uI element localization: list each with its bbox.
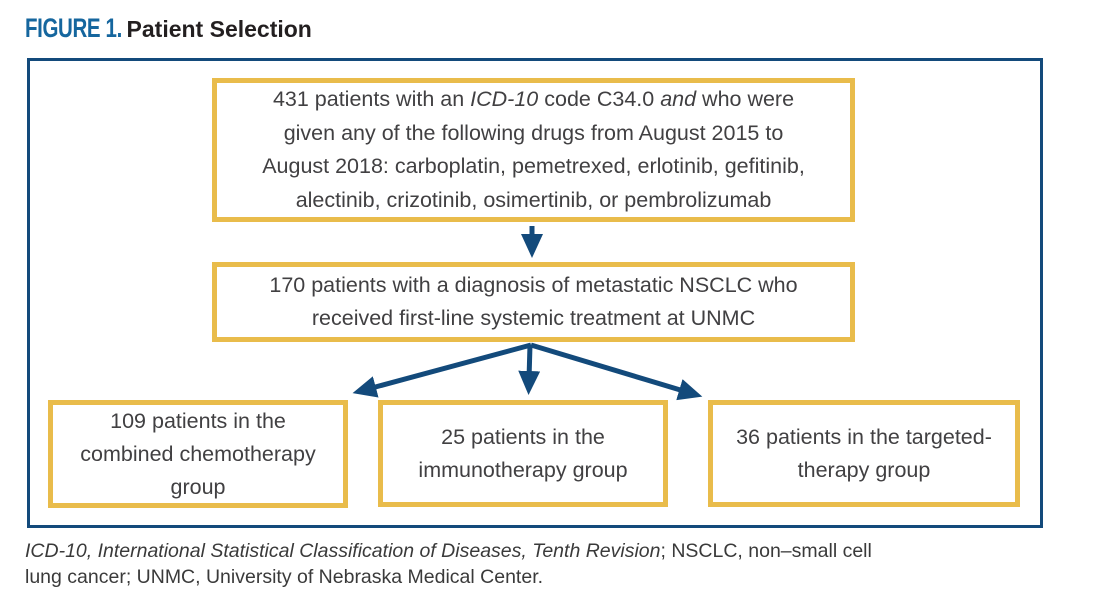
flow-box-total-line4: alectinib, crizotinib, osimertinib, or p…: [295, 187, 772, 212]
flow-box-immunotherapy-text: 25 patients in the immunotherapy group: [418, 424, 628, 482]
arrow-fork-left: [352, 342, 532, 398]
figure-heading: FIGURE 1. Patient Selection: [25, 13, 312, 44]
flow-box-total-line2: given any of the following drugs from Au…: [283, 120, 784, 145]
flow-box-diagnosis-line1: 170 patients with a diagnosis of metasta…: [269, 273, 798, 297]
figure-title: Patient Selection: [126, 16, 312, 42]
flow-box-targeted-text: 36 patients in the targeted-therapy grou…: [736, 424, 992, 482]
flow-box-total-line1: 431 patients with an ICD-10 code C34.0 a…: [272, 87, 795, 111]
flow-box-immunotherapy-group: 25 patients in the immunotherapy group: [378, 400, 668, 507]
flow-box-targeted-therapy-group: 36 patients in the targeted-therapy grou…: [708, 400, 1020, 507]
flow-box-total-line3: August 2018: carboplatin, pemetrexed, er…: [262, 154, 805, 178]
flow-box-diagnosis: 170 patients with a diagnosis of metasta…: [212, 262, 855, 342]
arrow-fork-middle: [518, 344, 541, 395]
arrow-fork-right: [530, 342, 703, 401]
flow-box-diagnosis-line2: received first-line systemic treatment a…: [311, 306, 756, 330]
figure-label: FIGURE 1.: [25, 13, 122, 43]
figure-footnote: ICD-10, International Statistical Classi…: [25, 538, 1010, 590]
footnote-line2: lung cancer; UNMC, University of Nebrask…: [25, 566, 544, 588]
flow-box-chemotherapy-text: 109 patients in the combined chemotherap…: [80, 408, 316, 499]
figure-frame: 431 patients with an ICD-10 code C34.0 a…: [27, 58, 1043, 528]
flow-box-total-patients: 431 patients with an ICD-10 code C34.0 a…: [212, 78, 855, 222]
footnote-line1: ICD-10, International Statistical Classi…: [25, 540, 872, 562]
flow-box-chemotherapy-group: 109 patients in the combined chemotherap…: [48, 400, 348, 508]
